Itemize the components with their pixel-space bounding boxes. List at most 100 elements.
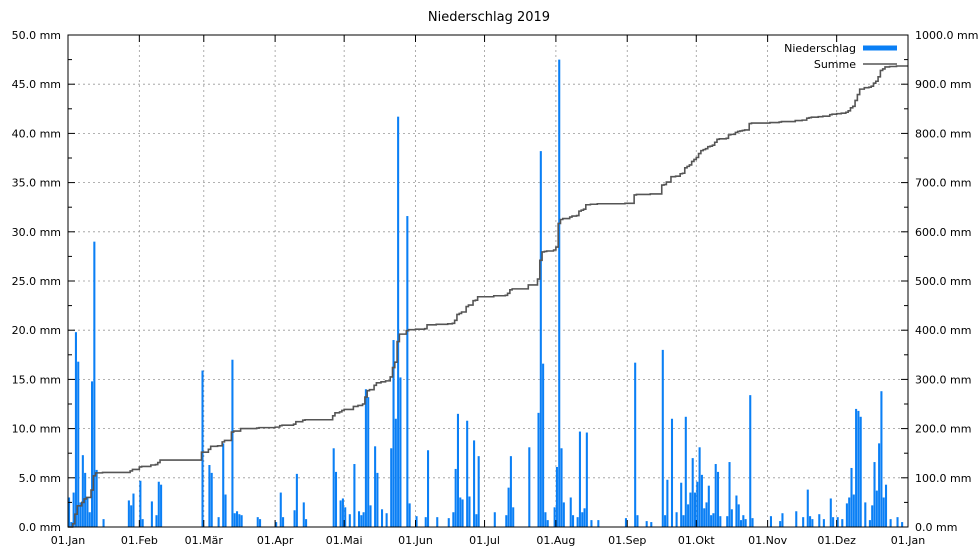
precip-bar: [150, 501, 153, 527]
precip-bar: [397, 116, 400, 527]
precip-bar: [127, 500, 130, 527]
precip-bar: [675, 512, 678, 527]
precip-bar: [452, 512, 455, 527]
precip-bar: [740, 520, 743, 527]
precip-bar: [859, 416, 862, 527]
y-right-tick-label: 600.0 mm: [915, 226, 971, 239]
x-tick-label: 01.Aug: [536, 534, 575, 547]
precip-bar: [597, 520, 600, 527]
y-left-tick-label: 0.0 mm: [19, 521, 61, 534]
precip-bar: [832, 517, 835, 527]
x-tick-label: 01.Feb: [121, 534, 158, 547]
precip-bar: [275, 522, 278, 527]
precip-bar: [201, 370, 204, 527]
precip-bar: [424, 517, 427, 527]
precip-bar: [707, 485, 710, 527]
precip-bar: [157, 481, 160, 527]
precip-bar: [415, 516, 418, 527]
precip-bar: [857, 410, 860, 527]
x-tick-label: 01.Jun: [398, 534, 433, 547]
precip-bar: [569, 497, 572, 527]
precip-bar: [682, 515, 685, 527]
precip-bar: [871, 505, 874, 527]
precip-bar: [726, 516, 729, 527]
y-right-tick-label: 900.0 mm: [915, 78, 971, 91]
precip-bar: [208, 465, 211, 527]
precip-bar: [684, 416, 687, 527]
y-left-tick-label: 10.0 mm: [12, 423, 61, 436]
y-left-tick-label: 50.0 mm: [12, 29, 61, 42]
precip-bar: [394, 418, 397, 527]
precip-bar: [390, 448, 393, 527]
y-right-tick-label: 700.0 mm: [915, 177, 971, 190]
precip-bar: [590, 520, 593, 527]
precip-bar: [795, 511, 798, 527]
precip-bar: [539, 151, 542, 527]
precip-bar: [507, 487, 510, 527]
cumulative-line: [68, 65, 908, 528]
precip-bar: [339, 500, 342, 527]
precip-bar: [475, 514, 478, 527]
precip-bar: [436, 517, 439, 527]
precip-bar: [864, 502, 867, 527]
precip-bar: [279, 492, 282, 527]
precip-bar: [634, 362, 637, 527]
precip-bar: [553, 507, 556, 527]
precip-bar: [293, 510, 296, 527]
precip-bar: [160, 484, 163, 527]
precip-bar: [661, 349, 664, 527]
precip-bar: [77, 361, 80, 527]
y-left-tick-label: 15.0 mm: [12, 373, 61, 386]
x-tick-label: 01.Mär: [185, 534, 224, 547]
precip-bar: [93, 241, 96, 527]
precip-bar: [855, 408, 858, 527]
precip-bar: [544, 512, 547, 527]
precip-bar: [650, 522, 653, 527]
precip-bar: [295, 473, 298, 527]
precip-bar: [473, 440, 476, 527]
precip-bar: [369, 505, 372, 527]
precip-bar: [305, 519, 308, 527]
precip-bar: [344, 507, 347, 527]
precip-bar: [779, 521, 782, 527]
precip-bar: [687, 504, 690, 527]
legend-label-summe: Summe: [814, 58, 856, 71]
precip-bar: [896, 517, 899, 527]
precip-bar: [132, 493, 135, 527]
precip-bar: [751, 518, 754, 527]
precip-bar: [91, 381, 94, 527]
precip-bar: [139, 480, 142, 527]
precip-bar: [454, 468, 457, 527]
precip-bar: [836, 517, 839, 527]
precip-bar: [466, 420, 469, 527]
y-left-tick-label: 35.0 mm: [12, 177, 61, 190]
precip-bar: [730, 509, 733, 527]
precip-bar: [222, 443, 225, 527]
precip-bar: [716, 471, 720, 527]
precip-bar: [380, 509, 384, 527]
precip-bar: [259, 519, 262, 527]
precip-bar: [781, 513, 784, 527]
precip-bar: [447, 518, 450, 527]
precip-bar: [282, 517, 285, 527]
precip-bar: [670, 418, 674, 527]
precip-bar: [714, 464, 717, 527]
precip-bar: [477, 456, 480, 527]
precip-bar: [696, 481, 699, 527]
precip-bar: [735, 495, 738, 527]
precip-bar: [233, 513, 236, 527]
precip-bar: [86, 497, 89, 527]
x-tick-label: 01.Jul: [469, 534, 500, 547]
precip-bar: [583, 508, 586, 527]
y-right-tick-label: 800.0 mm: [915, 127, 971, 140]
precip-bar: [744, 519, 747, 527]
precip-bar: [664, 515, 667, 527]
precip-bar: [130, 505, 133, 527]
precip-bar: [680, 482, 683, 527]
precip-bar: [829, 498, 832, 527]
y-right-tick-label: 500.0 mm: [915, 275, 971, 288]
precip-bar: [256, 517, 259, 527]
x-tick-label: 01.Jan: [891, 534, 925, 547]
precip-bar: [712, 513, 715, 527]
